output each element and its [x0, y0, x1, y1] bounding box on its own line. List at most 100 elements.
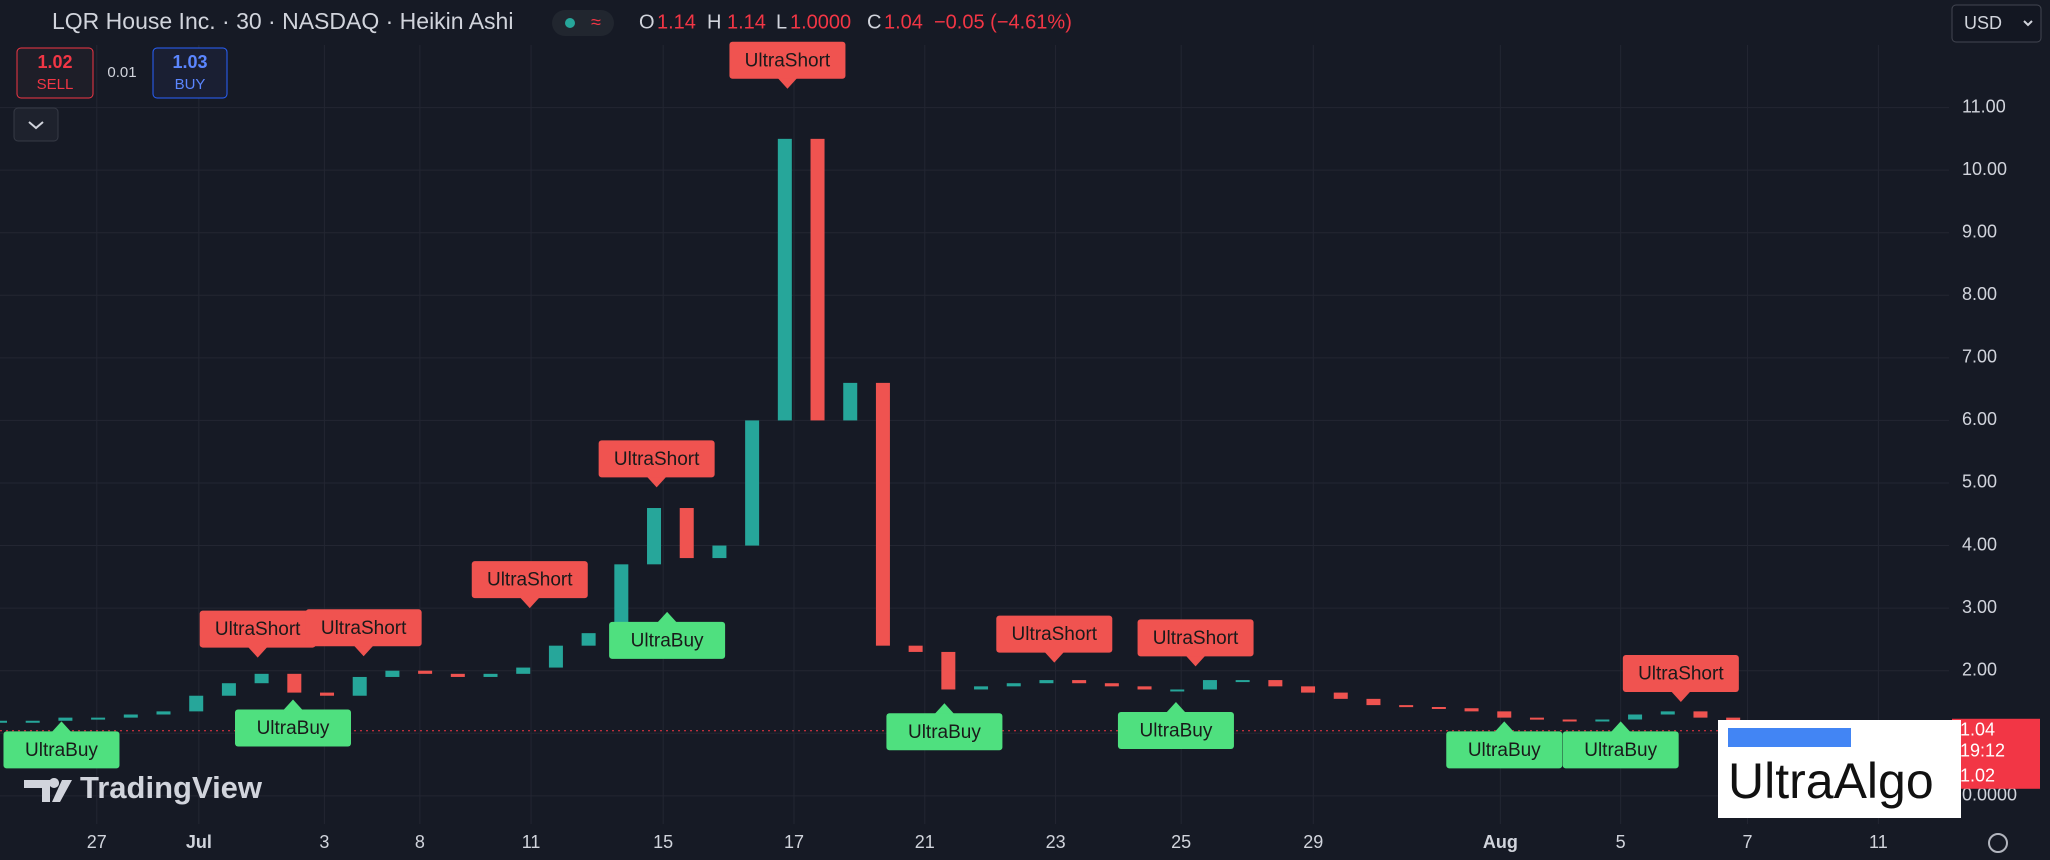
signal-box [235, 709, 352, 747]
signal-box [1562, 731, 1679, 769]
signal-label: UltraBuy [631, 630, 704, 651]
signal-arrow [1670, 690, 1691, 702]
ohlc-value: 1.0000 [790, 11, 851, 33]
signal-box [996, 615, 1113, 653]
signal-label: UltraShort [1153, 628, 1239, 649]
candle [1235, 680, 1250, 683]
x-tick-label: 15 [653, 832, 673, 852]
watermark-bar [1728, 728, 1851, 747]
candle [1268, 680, 1283, 687]
x-tick-label: 25 [1171, 832, 1191, 852]
chevron [2023, 20, 2033, 27]
y-tick-label: 8.00 [1962, 284, 1997, 304]
symbol: LQR House Inc. · 30 · NASDAQ · Heikin As… [52, 8, 513, 34]
candle [712, 545, 727, 559]
sell-button[interactable] [16, 47, 94, 99]
candle [1104, 683, 1119, 687]
candle [287, 673, 302, 693]
plot: 0.00001.002.003.004.005.006.007.008.009.… [0, 41, 2040, 852]
signal-box [471, 561, 588, 599]
candle [1693, 711, 1708, 718]
candle [1202, 680, 1217, 690]
signal-label: UltraShort [321, 618, 407, 639]
candle [1660, 711, 1675, 715]
x-tick-label: 5 [1616, 832, 1626, 852]
candle [1366, 698, 1381, 706]
candle [156, 711, 171, 715]
signal-arrow [1185, 655, 1206, 667]
candle [810, 138, 825, 421]
signal-label: UltraShort [487, 570, 573, 591]
status-pill[interactable] [552, 10, 614, 36]
price-axis-panel [1950, 0, 2050, 860]
buy-button[interactable] [152, 47, 228, 99]
ohlc-value: 1.14 [727, 11, 766, 33]
x-tick-label: 27 [87, 832, 107, 852]
y-tick-label: 3.00 [1962, 597, 1997, 617]
signal-label: UltraShort [614, 449, 700, 470]
signal-label: UltraBuy [908, 722, 981, 743]
candle [189, 695, 204, 712]
collapse-button[interactable] [13, 107, 59, 142]
tradingview-text: TradingView [80, 770, 263, 805]
candle [418, 670, 433, 674]
candle [25, 720, 40, 723]
y-tick-label: 6.00 [1962, 409, 1997, 429]
candle [1333, 692, 1348, 699]
signal-label: UltraShort [1638, 664, 1724, 685]
status-dot [565, 18, 575, 28]
x-tick-label: 17 [784, 832, 804, 852]
signal-label: UltraBuy [1584, 740, 1657, 761]
signal-arrow [777, 77, 798, 89]
signal-arrow [646, 476, 667, 488]
y-tick-label: 9.00 [1962, 221, 1997, 241]
last-price-label: 1.04 [1960, 720, 1995, 740]
countdown: 19:12 [1960, 741, 2005, 761]
candle [58, 717, 73, 721]
signal-arrow [283, 699, 304, 711]
signal-box [1117, 711, 1234, 749]
signal-box [1137, 619, 1254, 657]
candle [1301, 686, 1316, 693]
ohlc-key: C [867, 11, 881, 33]
candle [777, 138, 792, 421]
currency-select[interactable] [1951, 4, 2042, 43]
candle [1497, 711, 1512, 718]
candle [941, 651, 956, 690]
y-tick-label: 7.00 [1962, 347, 1997, 367]
x-tick-label: Aug [1483, 832, 1518, 852]
signal-box [3, 731, 120, 769]
signal-box [886, 713, 1003, 751]
candle [1529, 717, 1544, 720]
signal-arrow [657, 611, 678, 623]
ohlc-key: L [776, 11, 787, 33]
signal-label: UltraBuy [257, 718, 330, 739]
candle [1464, 708, 1479, 712]
candle [0, 720, 7, 723]
signal-arrow [247, 646, 268, 658]
candle [1137, 686, 1152, 690]
buy-price: 1.03 [172, 52, 207, 72]
candle [647, 508, 662, 565]
watermark: UltraAlgo [1728, 753, 1934, 809]
settings-icon[interactable] [1988, 833, 2008, 853]
candle [483, 673, 498, 677]
sell-label: SELL [37, 76, 74, 93]
overlay: LQR House Inc. · 30 · NASDAQ · Heikin As… [13, 4, 2042, 853]
chevron [28, 121, 44, 130]
change: −0.05 (−4.61%) [934, 11, 1072, 33]
signal-box [1622, 654, 1739, 692]
signal-arrow [934, 703, 955, 715]
candle [548, 645, 563, 668]
candle [221, 683, 236, 696]
x-tick-label: 8 [415, 832, 425, 852]
x-tick-label: Jul [186, 832, 212, 852]
signal-box [199, 610, 316, 648]
candle [320, 692, 335, 696]
signal-label: UltraShort [745, 50, 831, 71]
x-tick-label: 29 [1303, 832, 1323, 852]
x-tick-label: 23 [1046, 832, 1066, 852]
x-tick-label: 21 [915, 832, 935, 852]
signal-box [598, 440, 715, 478]
y-tick-label: 4.00 [1962, 534, 1997, 554]
